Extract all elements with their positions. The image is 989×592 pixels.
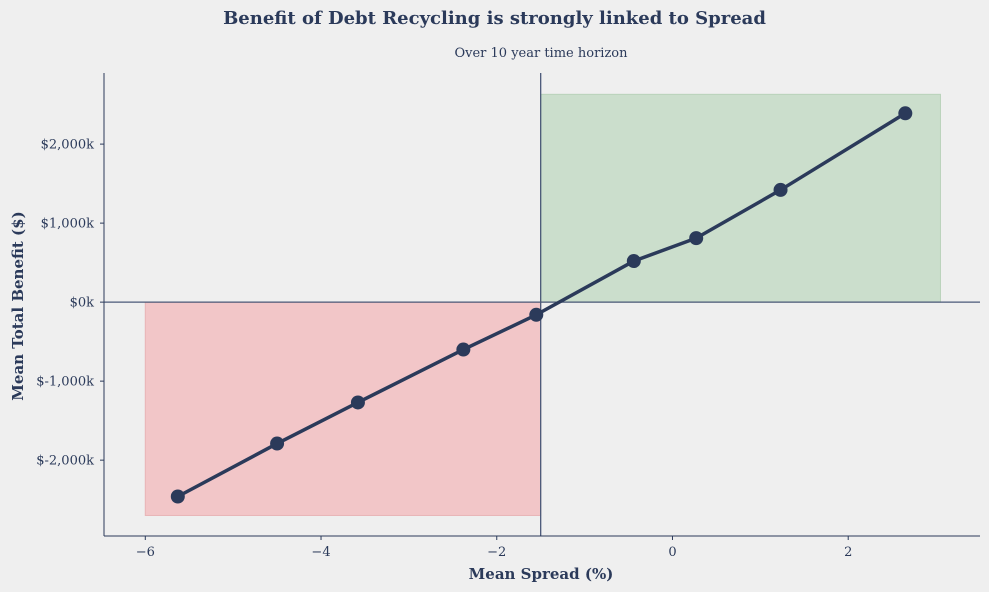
shaded-region-2 [540,93,941,303]
data-point [270,436,285,451]
y-tick-label: $-2,000k [36,454,94,469]
x-tick-label: 2 [844,545,852,560]
reference-lines [104,73,980,536]
x-axis-label: Mean Spread (%) [469,565,614,583]
series-layer [170,106,913,504]
data-point [350,395,365,410]
y-axis-label: Mean Total Benefit ($) [9,211,27,400]
data-point [773,182,788,197]
x-tick-label: −4 [311,545,330,560]
y-tick-label: $1,000k [41,217,94,232]
data-point [170,489,185,504]
chart-title: Benefit of Debt Recycling is strongly li… [223,8,766,29]
data-point [626,254,641,269]
x-tick-label: −6 [136,545,155,560]
y-tick-label: $-1,000k [36,375,94,390]
ticks: −6 −4 −2 0 2 $-2,000k $-1,000k $0k $1,000k $2,000… [36,138,852,560]
shaded-regions [144,93,941,516]
data-point [689,231,704,246]
x-tick-label: 0 [668,545,676,560]
data-point [529,307,544,322]
axes [103,73,980,537]
data-point [456,342,471,357]
x-tick-label: −2 [487,545,506,560]
y-tick-label: $0k [70,296,95,311]
chart-subtitle: Over 10 year time horizon [454,46,628,61]
y-tick-label: $2,000k [41,138,94,153]
data-point [898,106,913,121]
